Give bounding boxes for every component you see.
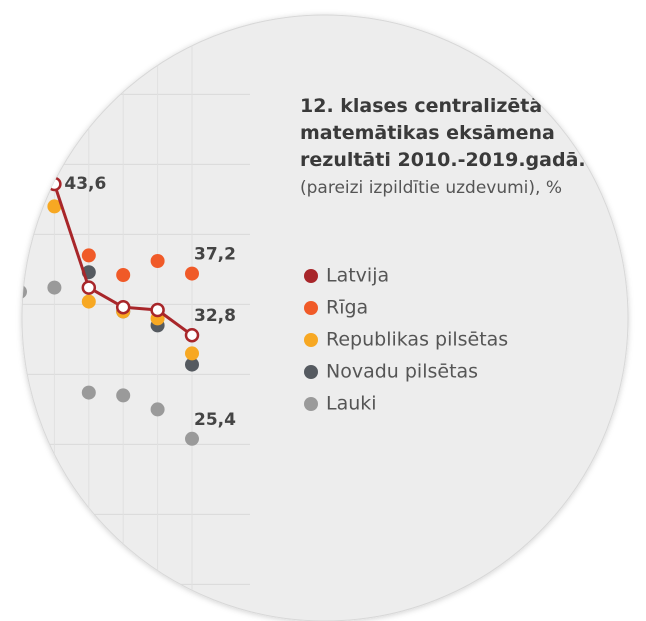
data-label: 25,4 bbox=[194, 410, 236, 430]
data-point bbox=[81, 294, 96, 309]
data-point bbox=[185, 266, 199, 281]
legend-label: Rīga bbox=[326, 297, 368, 319]
legend-label: Latvija bbox=[326, 265, 389, 287]
data-point bbox=[47, 199, 62, 214]
title-box: 12. klases centralizētā matemātikas eksā… bbox=[300, 95, 586, 198]
title-area: 12. klases centralizētā matemātikas eksā… bbox=[300, 95, 586, 198]
legend-marker bbox=[304, 397, 318, 411]
data-point bbox=[116, 268, 131, 282]
legend-label: Novadu pilsētas bbox=[326, 361, 478, 383]
data-point bbox=[185, 431, 199, 446]
data-point bbox=[81, 248, 96, 263]
data-point bbox=[116, 388, 131, 403]
legend-marker bbox=[304, 269, 318, 283]
chart-subtitle: (pareizi izpildītie uzdevumi), % bbox=[300, 178, 562, 198]
data-point bbox=[150, 302, 165, 318]
data-point bbox=[47, 280, 62, 295]
data-point bbox=[22, 284, 27, 299]
data-point bbox=[150, 402, 165, 417]
legend-marker bbox=[304, 365, 318, 379]
data-point bbox=[185, 346, 199, 361]
data-label: 32,8 bbox=[194, 306, 236, 326]
data-point bbox=[47, 176, 62, 192]
legend-marker bbox=[304, 301, 318, 315]
data-point bbox=[115, 299, 131, 315]
data-label: 37,2 bbox=[194, 245, 236, 265]
data-point bbox=[150, 254, 165, 268]
legend-label: Republikas pilsētas bbox=[326, 329, 508, 351]
data-point bbox=[47, 157, 62, 172]
chart-title: 12. klases centralizētā matemātikas eksā… bbox=[300, 95, 586, 171]
data-point bbox=[184, 327, 200, 343]
data-point bbox=[81, 280, 97, 295]
data-label: 43,6 bbox=[64, 174, 106, 194]
legend-marker bbox=[304, 333, 318, 347]
data-point bbox=[185, 357, 199, 372]
legend-label: Lauki bbox=[326, 393, 377, 415]
lens-circle bbox=[21, 14, 629, 621]
data-point bbox=[81, 385, 96, 400]
